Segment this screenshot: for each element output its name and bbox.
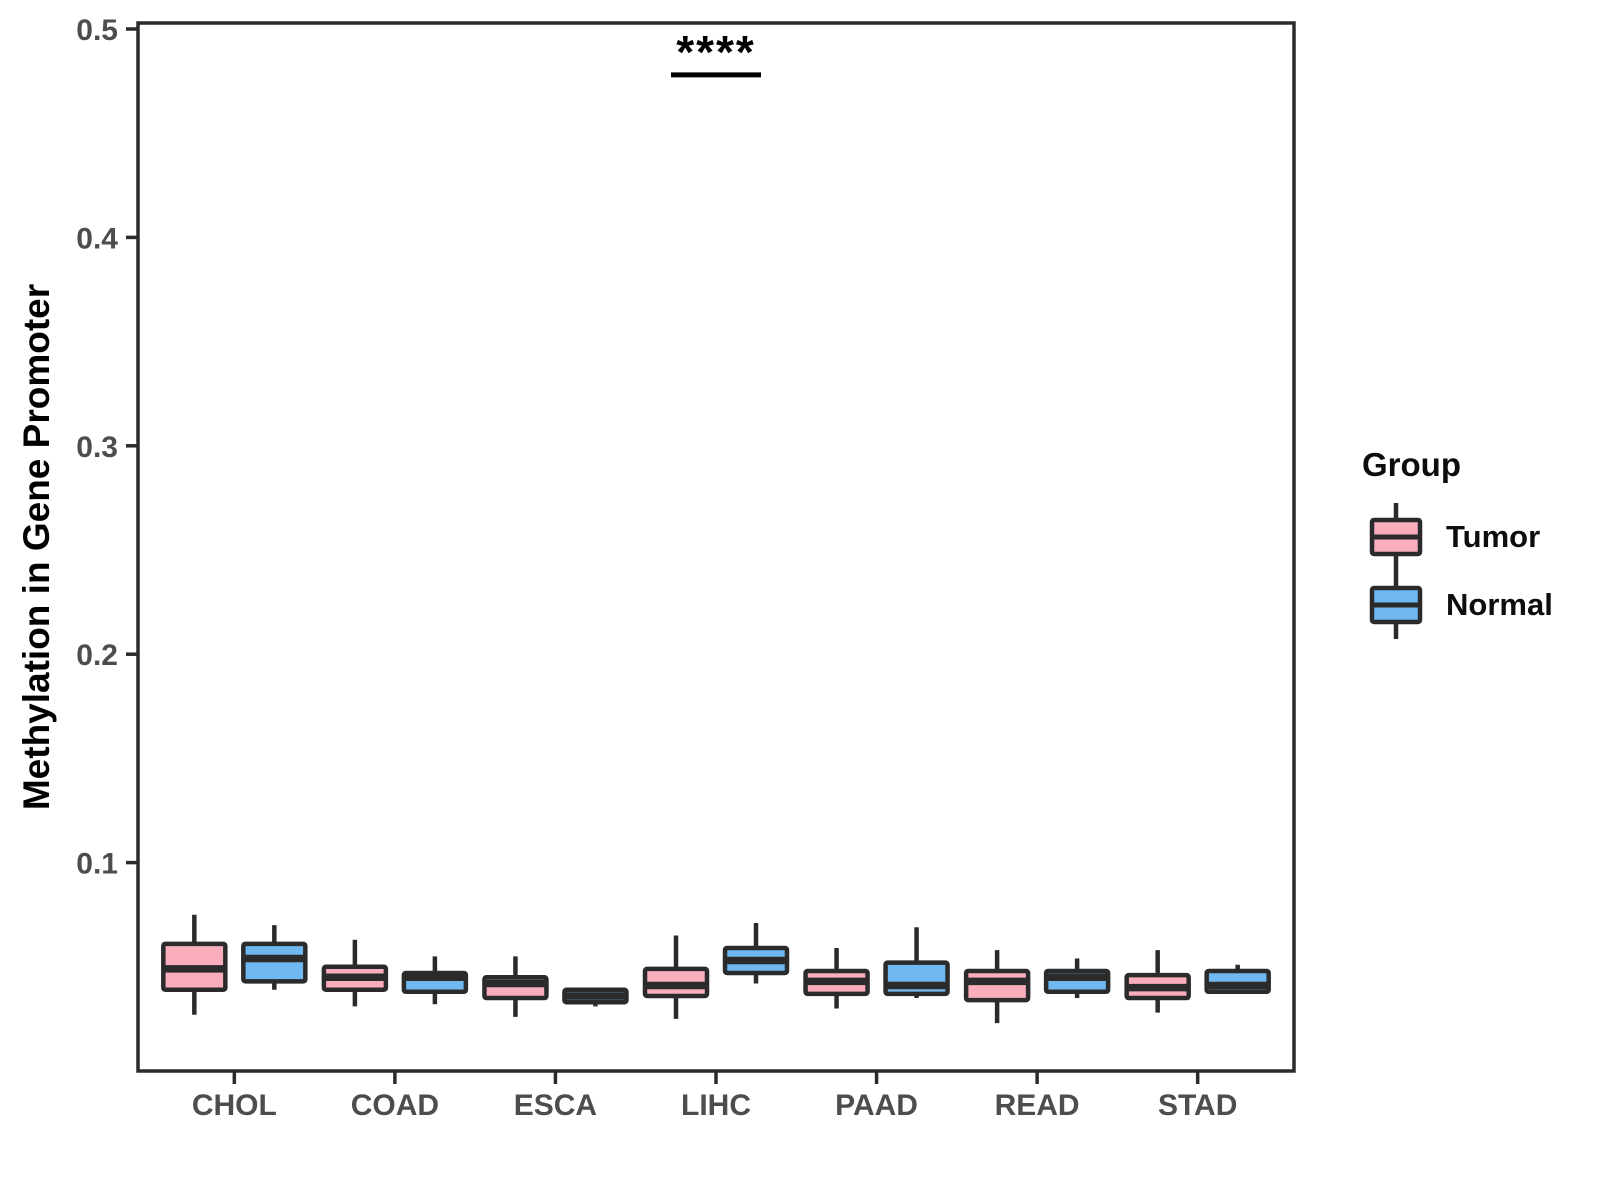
x-tick-label-PAAD: PAAD: [835, 1089, 918, 1122]
x-tick-label-COAD: COAD: [351, 1089, 439, 1122]
y-axis-title: Methylation in Gene Promoter: [16, 283, 57, 811]
panel-border: [136, 21, 1296, 1073]
y-tick-label-0.4: 0.4: [76, 222, 118, 255]
y-tick-label-0.1: 0.1: [76, 848, 118, 881]
y-tick-label-0.5: 0.5: [76, 14, 118, 47]
x-tick-label-ESCA: ESCA: [514, 1089, 597, 1122]
x-tick-label-READ: READ: [995, 1089, 1080, 1122]
box-READ-tumor: [963, 968, 1031, 1003]
y-tick-label-0.2: 0.2: [76, 639, 118, 672]
box-CHOL-normal: [241, 941, 308, 984]
x-tick-label-CHOL: CHOL: [192, 1089, 277, 1122]
x-tick-label-STAD: STAD: [1158, 1089, 1237, 1122]
x-tick-label-LIHC: LIHC: [681, 1089, 751, 1122]
significance-stars-label: ****: [676, 26, 756, 78]
y-tick-label-0.3: 0.3: [76, 431, 118, 464]
